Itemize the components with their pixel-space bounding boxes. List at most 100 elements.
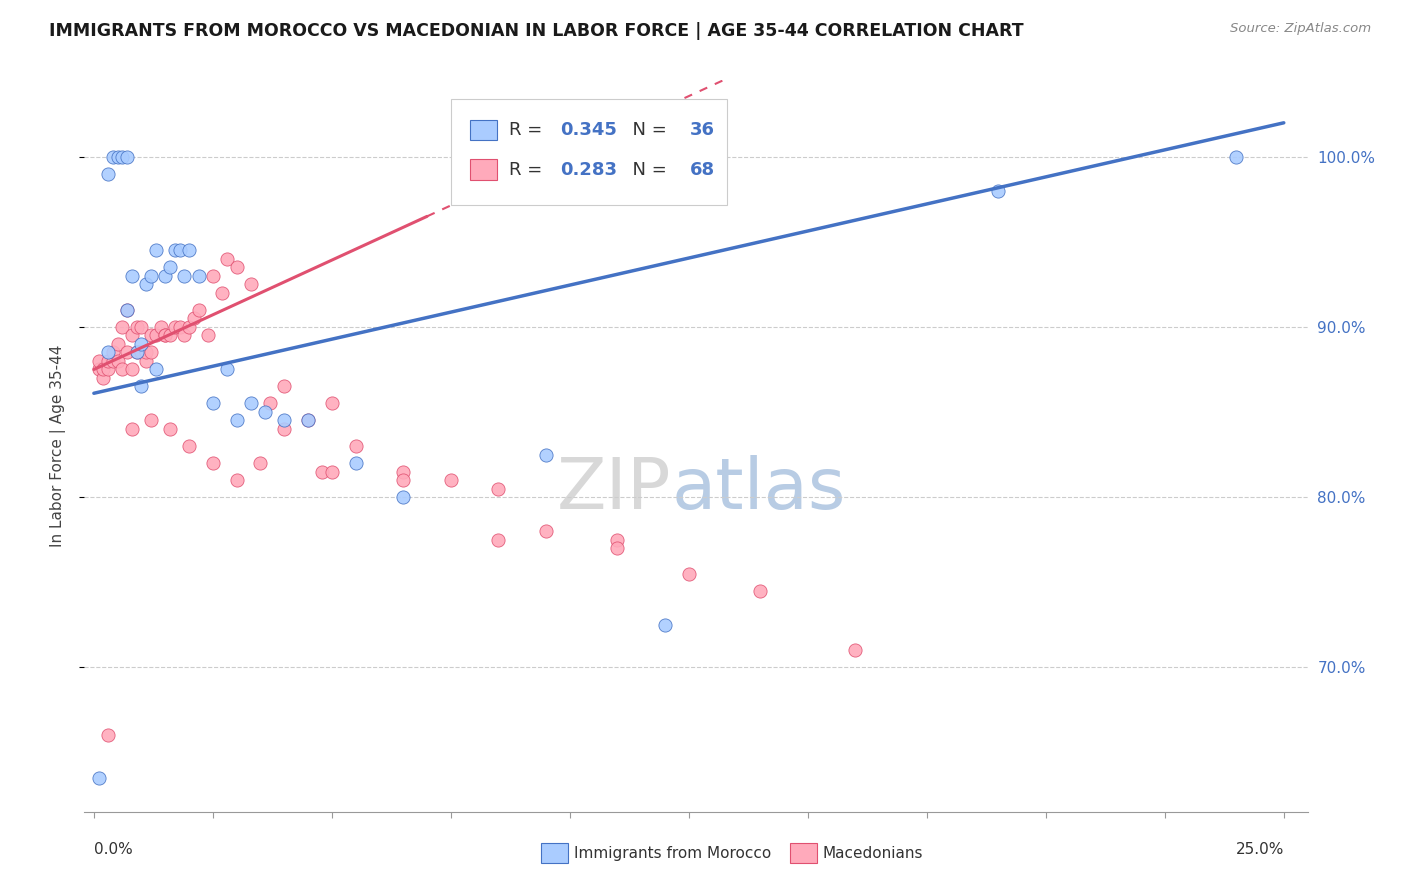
Text: Macedonians: Macedonians — [823, 846, 922, 861]
Point — [131, 320, 153, 334]
Text: 0.345: 0.345 — [560, 121, 617, 139]
Point — [163, 320, 186, 334]
Point — [155, 328, 177, 343]
Text: R =: R = — [509, 121, 548, 139]
Point — [187, 302, 209, 317]
FancyBboxPatch shape — [470, 160, 496, 180]
Point — [125, 345, 148, 359]
Point — [111, 150, 134, 164]
Point — [173, 328, 195, 343]
Text: 0.0%: 0.0% — [94, 842, 132, 857]
Point — [273, 379, 295, 393]
Point — [121, 362, 143, 376]
Point — [201, 268, 224, 283]
Point — [87, 771, 110, 785]
Point — [183, 311, 205, 326]
FancyBboxPatch shape — [470, 120, 496, 140]
Point — [125, 320, 148, 334]
Point — [139, 268, 162, 283]
Point — [145, 244, 167, 258]
Point — [131, 345, 153, 359]
Point — [344, 439, 367, 453]
Point — [121, 268, 143, 283]
Point — [107, 337, 129, 351]
Point — [987, 184, 1010, 198]
Point — [135, 277, 157, 292]
FancyBboxPatch shape — [541, 843, 568, 863]
Text: Source: ZipAtlas.com: Source: ZipAtlas.com — [1230, 22, 1371, 36]
Point — [173, 268, 195, 283]
Text: 25.0%: 25.0% — [1236, 842, 1284, 857]
Point — [488, 533, 510, 547]
Point — [187, 268, 209, 283]
Point — [606, 541, 628, 555]
Point — [225, 260, 247, 275]
Point — [749, 583, 772, 598]
Point — [97, 345, 120, 359]
Point — [145, 362, 167, 376]
Text: N =: N = — [621, 121, 673, 139]
Text: Immigrants from Morocco: Immigrants from Morocco — [574, 846, 770, 861]
Point — [239, 396, 262, 410]
FancyBboxPatch shape — [451, 99, 727, 204]
Point — [488, 482, 510, 496]
Point — [844, 643, 866, 657]
Point — [392, 465, 415, 479]
Point — [239, 277, 262, 292]
Point — [678, 566, 700, 581]
Point — [87, 354, 110, 368]
Point — [159, 422, 181, 436]
Point — [534, 448, 557, 462]
Point — [159, 260, 181, 275]
Point — [135, 354, 157, 368]
Text: 36: 36 — [690, 121, 714, 139]
Point — [297, 413, 319, 427]
Point — [392, 490, 415, 504]
Point — [163, 244, 186, 258]
Point — [115, 302, 138, 317]
Point — [321, 396, 343, 410]
Point — [101, 354, 124, 368]
Point — [155, 328, 177, 343]
Text: atlas: atlas — [672, 456, 846, 524]
Point — [217, 252, 239, 266]
Point — [111, 320, 134, 334]
Point — [107, 150, 129, 164]
Point — [107, 354, 129, 368]
Point — [101, 150, 124, 164]
Text: R =: R = — [509, 161, 548, 178]
Point — [297, 413, 319, 427]
Point — [97, 167, 120, 181]
Point — [139, 345, 162, 359]
Point — [273, 422, 295, 436]
Text: IMMIGRANTS FROM MOROCCO VS MACEDONIAN IN LABOR FORCE | AGE 35-44 CORRELATION CHA: IMMIGRANTS FROM MOROCCO VS MACEDONIAN IN… — [49, 22, 1024, 40]
Point — [93, 371, 115, 385]
Point — [121, 422, 143, 436]
Point — [97, 354, 120, 368]
Point — [93, 362, 115, 376]
Point — [135, 345, 157, 359]
Point — [225, 413, 247, 427]
Point — [392, 473, 415, 487]
Point — [115, 302, 138, 317]
Text: 0.283: 0.283 — [560, 161, 617, 178]
Point — [534, 524, 557, 538]
Point — [254, 405, 277, 419]
Point — [201, 396, 224, 410]
Text: 68: 68 — [690, 161, 716, 178]
Point — [111, 362, 134, 376]
Point — [273, 413, 295, 427]
Point — [311, 465, 333, 479]
Point — [201, 456, 224, 470]
Point — [1225, 150, 1247, 164]
Point — [259, 396, 281, 410]
Point — [321, 465, 343, 479]
Point — [606, 533, 628, 547]
Point — [169, 320, 191, 334]
Point — [177, 244, 200, 258]
Point — [344, 456, 367, 470]
Point — [87, 362, 110, 376]
Point — [125, 345, 148, 359]
Point — [97, 362, 120, 376]
Point — [149, 320, 172, 334]
